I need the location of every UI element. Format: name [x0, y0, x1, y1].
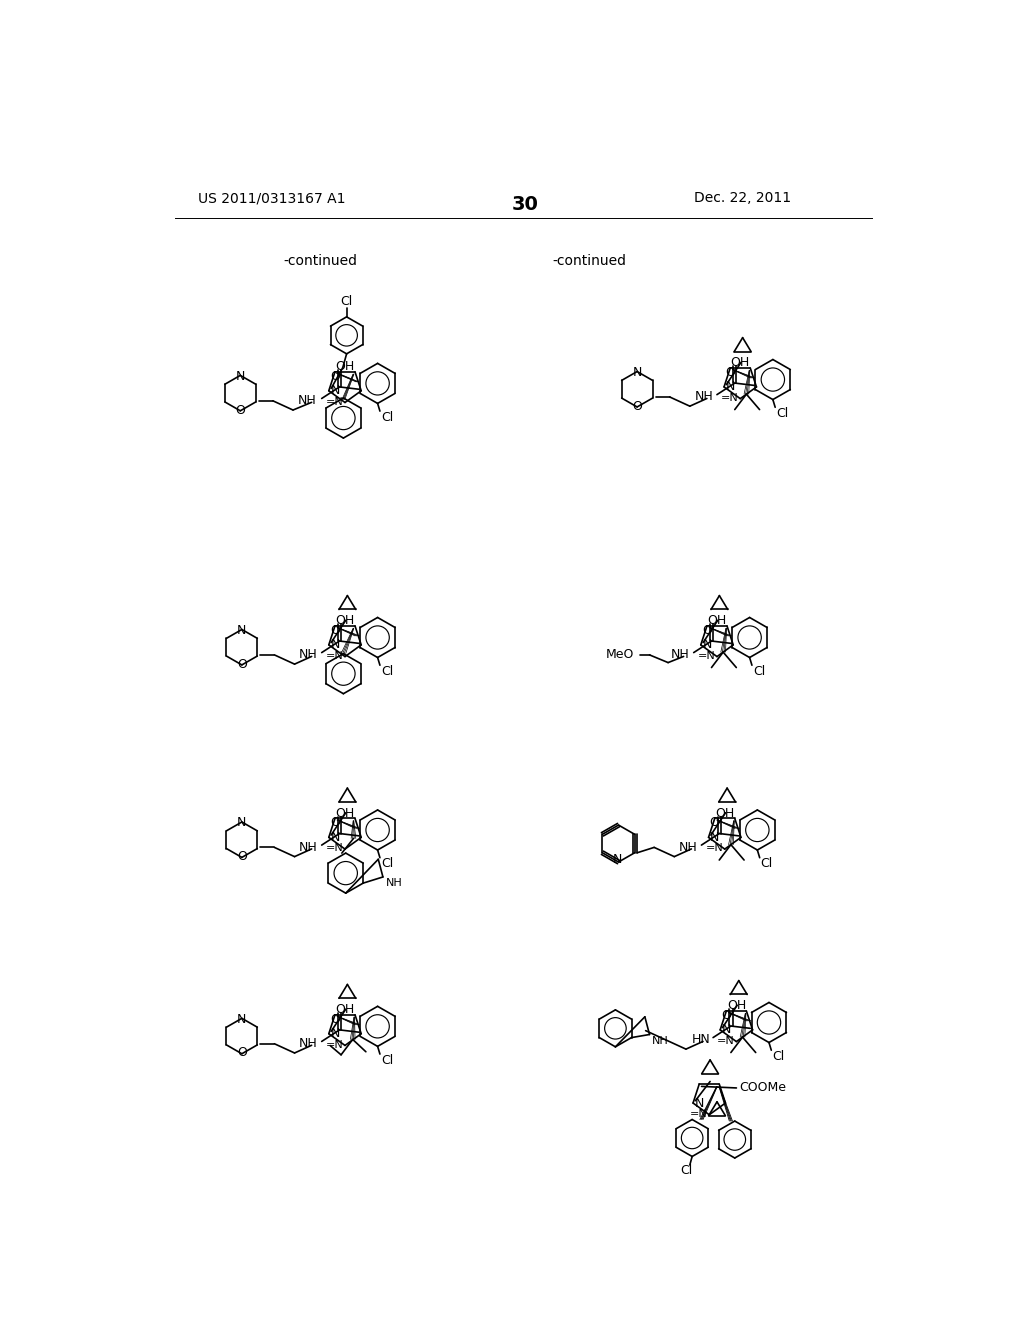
- Text: O: O: [330, 624, 340, 636]
- Text: NH: NH: [679, 841, 697, 854]
- Text: Cl: Cl: [776, 407, 788, 420]
- Text: OH: OH: [727, 999, 746, 1012]
- Text: =N: =N: [326, 651, 343, 661]
- Text: =N: =N: [326, 397, 343, 407]
- Text: =N: =N: [326, 1040, 343, 1049]
- Text: O: O: [701, 624, 712, 636]
- Text: O: O: [237, 657, 247, 671]
- Text: N: N: [710, 830, 720, 843]
- Text: N: N: [331, 639, 340, 651]
- Text: NH: NH: [652, 1036, 669, 1045]
- Text: =N: =N: [717, 1036, 735, 1045]
- Text: NH: NH: [299, 841, 317, 854]
- Text: NH: NH: [694, 391, 713, 404]
- Text: OH: OH: [708, 614, 727, 627]
- Text: US 2011/0313167 A1: US 2011/0313167 A1: [198, 191, 345, 206]
- Text: N: N: [722, 1023, 731, 1036]
- Text: N: N: [613, 853, 623, 866]
- Text: N: N: [331, 830, 340, 843]
- Text: -continued: -continued: [283, 253, 357, 268]
- Text: NH: NH: [299, 648, 317, 661]
- Text: O: O: [721, 1008, 731, 1022]
- Text: OH: OH: [731, 356, 750, 370]
- Text: Cl: Cl: [772, 1049, 784, 1063]
- Text: Cl: Cl: [381, 411, 393, 424]
- Text: O: O: [330, 816, 340, 829]
- Text: Cl: Cl: [761, 858, 773, 870]
- Text: -continued: -continued: [553, 253, 627, 268]
- Text: MeO: MeO: [605, 648, 634, 661]
- Text: O: O: [237, 1047, 247, 1060]
- Text: N: N: [694, 1097, 703, 1110]
- Text: NH: NH: [671, 648, 690, 661]
- Text: Cl: Cl: [753, 665, 765, 678]
- Text: =N: =N: [690, 1109, 708, 1119]
- Text: =N: =N: [697, 651, 716, 661]
- Text: O: O: [725, 366, 735, 379]
- Text: Cl: Cl: [381, 665, 393, 678]
- Text: NH: NH: [298, 395, 316, 408]
- Text: Cl: Cl: [680, 1164, 692, 1177]
- Text: O: O: [330, 1012, 340, 1026]
- Text: OH: OH: [336, 360, 354, 374]
- Text: COOMe: COOMe: [739, 1081, 786, 1094]
- Text: N: N: [633, 366, 642, 379]
- Text: O: O: [710, 816, 720, 829]
- Text: OH: OH: [715, 807, 734, 820]
- Text: OH: OH: [336, 1003, 354, 1016]
- Text: =N: =N: [721, 393, 738, 403]
- Text: Cl: Cl: [341, 294, 352, 308]
- Text: O: O: [632, 400, 642, 413]
- Text: NH: NH: [299, 1038, 317, 1051]
- Text: N: N: [331, 1027, 340, 1040]
- Text: HN: HN: [692, 1034, 711, 1047]
- Text: N: N: [238, 1012, 247, 1026]
- Text: N: N: [702, 639, 712, 651]
- Text: N: N: [726, 380, 735, 393]
- Text: Cl: Cl: [381, 1053, 393, 1067]
- Text: N: N: [331, 384, 340, 397]
- Text: =N: =N: [326, 843, 343, 853]
- Text: 30: 30: [511, 195, 539, 214]
- Text: OH: OH: [336, 807, 354, 820]
- Text: N: N: [236, 370, 245, 383]
- Text: =N: =N: [706, 843, 723, 853]
- Text: NH: NH: [385, 878, 402, 888]
- Text: Cl: Cl: [381, 858, 393, 870]
- Text: O: O: [237, 850, 247, 863]
- Text: N: N: [238, 624, 247, 636]
- Text: Dec. 22, 2011: Dec. 22, 2011: [693, 191, 791, 206]
- Text: N: N: [238, 816, 247, 829]
- Text: O: O: [330, 370, 340, 383]
- Text: O: O: [236, 404, 246, 417]
- Text: OH: OH: [336, 614, 354, 627]
